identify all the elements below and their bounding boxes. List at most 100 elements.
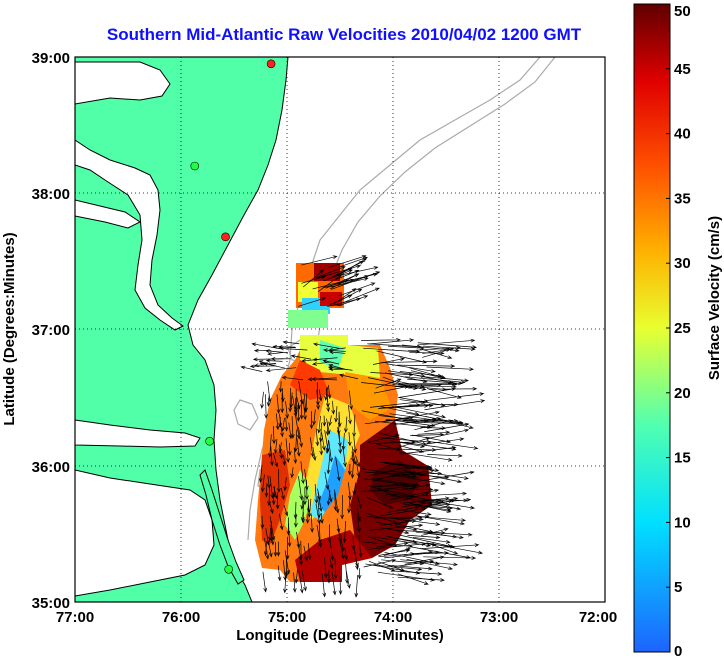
velocity-vector [318, 389, 323, 402]
velocity-vector [293, 513, 298, 528]
velocity-vector [395, 516, 423, 525]
velocity-vector [332, 288, 357, 305]
velocity-vector [339, 539, 345, 560]
velocity-vector [361, 468, 412, 478]
velocity-vector [403, 470, 463, 484]
x-axis: 77:00 76:00 75:00 74:00 73:00 72:00 Long… [56, 609, 617, 644]
velocity-vector [264, 537, 270, 560]
velocity-vector [338, 282, 376, 297]
velocity-vector [317, 488, 321, 501]
velocity-vector [423, 556, 477, 560]
velocity-vector [355, 461, 361, 478]
velocity-vector [342, 520, 347, 544]
y-tick-label: 38:00 [32, 186, 70, 203]
x-tick-label: 75:00 [268, 609, 306, 626]
velocity-vector [357, 568, 362, 580]
velocity-vector [368, 338, 415, 345]
velocity-vector [387, 488, 440, 501]
velocity-vector [426, 388, 462, 399]
velocity-vector [326, 418, 331, 435]
velocity-vector [395, 529, 446, 535]
velocity-vector [298, 426, 303, 448]
velocity-vector [378, 448, 437, 452]
velocity-vector [300, 461, 305, 485]
velocity-vector [313, 342, 339, 349]
velocity-vector [276, 468, 281, 493]
velocity-vector [353, 546, 359, 571]
pamlico-sound [75, 469, 215, 597]
velocity-vector [301, 570, 307, 592]
velocity-vector [347, 432, 352, 447]
velocity-vector [260, 474, 265, 493]
velocity-vector [348, 390, 353, 411]
velocity-vector [336, 287, 380, 306]
velocity-vector [428, 386, 478, 391]
velocity-vector [412, 434, 452, 444]
velocity-vector [417, 430, 451, 435]
velocity-vector [337, 427, 342, 448]
velocity-vector [417, 470, 475, 482]
velocity-vector [282, 454, 287, 466]
velocity-vector [334, 406, 339, 423]
velocity-vector [387, 564, 433, 571]
x-tick-label: 77:00 [56, 609, 94, 626]
velocity-vector [402, 496, 459, 508]
velocity-vector [298, 380, 304, 405]
velocity-vector [367, 434, 400, 443]
velocity-vector [425, 428, 470, 440]
velocity-vector [315, 428, 320, 447]
velocity-vector [273, 453, 279, 468]
velocity-vector [303, 545, 308, 562]
velocity-vector [264, 349, 289, 354]
velocity-vector [423, 499, 475, 510]
delaware-bay [75, 61, 171, 105]
velocity-vector [329, 294, 353, 305]
velocity-vector [276, 541, 281, 557]
velocity-vector [290, 467, 295, 479]
velocity-vector [420, 516, 467, 523]
velocity-vector [422, 471, 469, 480]
velocity-vector [384, 372, 428, 383]
velocity-vector [280, 393, 285, 414]
velocity-vector [347, 464, 352, 476]
velocity-vector [307, 498, 312, 518]
barrier-islands [199, 469, 245, 585]
velocity-vector [309, 411, 314, 430]
velocity-vector [425, 376, 470, 383]
y-tick-label: 35:00 [32, 595, 70, 612]
velocity-vector [284, 557, 289, 577]
velocity-vector [329, 538, 335, 561]
velocity-vector [375, 378, 402, 389]
velocity-vector [296, 531, 301, 549]
velocity-vector [278, 381, 283, 393]
velocity-vector [337, 524, 342, 543]
velocity-vector [369, 564, 423, 572]
velocity-vector [327, 570, 331, 584]
velocity-vector [421, 527, 449, 536]
velocity-vector [264, 483, 269, 498]
velocity-vector [397, 444, 425, 453]
velocity-vector [427, 532, 458, 539]
velocity-vector [406, 421, 464, 426]
velocity-vector [322, 359, 340, 365]
velocity-vector [341, 266, 379, 276]
velocity-vector [330, 277, 369, 288]
velocity-vector [307, 377, 337, 382]
velocity-vector [412, 536, 451, 544]
velocity-vector [406, 558, 454, 571]
velocity-vector [334, 489, 340, 514]
velocity-vector [252, 357, 284, 362]
velocity-vector [287, 442, 292, 456]
velocity-vector [264, 394, 268, 419]
velocity-vector [353, 436, 357, 454]
velocity-vector [280, 487, 285, 501]
velocity-vector [380, 359, 438, 364]
velocity-vector [258, 465, 263, 483]
colorbar-tick-label: 5 [674, 579, 682, 596]
colorbar-tick-label: 10 [674, 514, 691, 531]
velocity-vector [296, 438, 301, 457]
velocity-vector [355, 455, 360, 468]
radar-site-marker [190, 161, 200, 171]
velocity-vector [378, 561, 406, 572]
